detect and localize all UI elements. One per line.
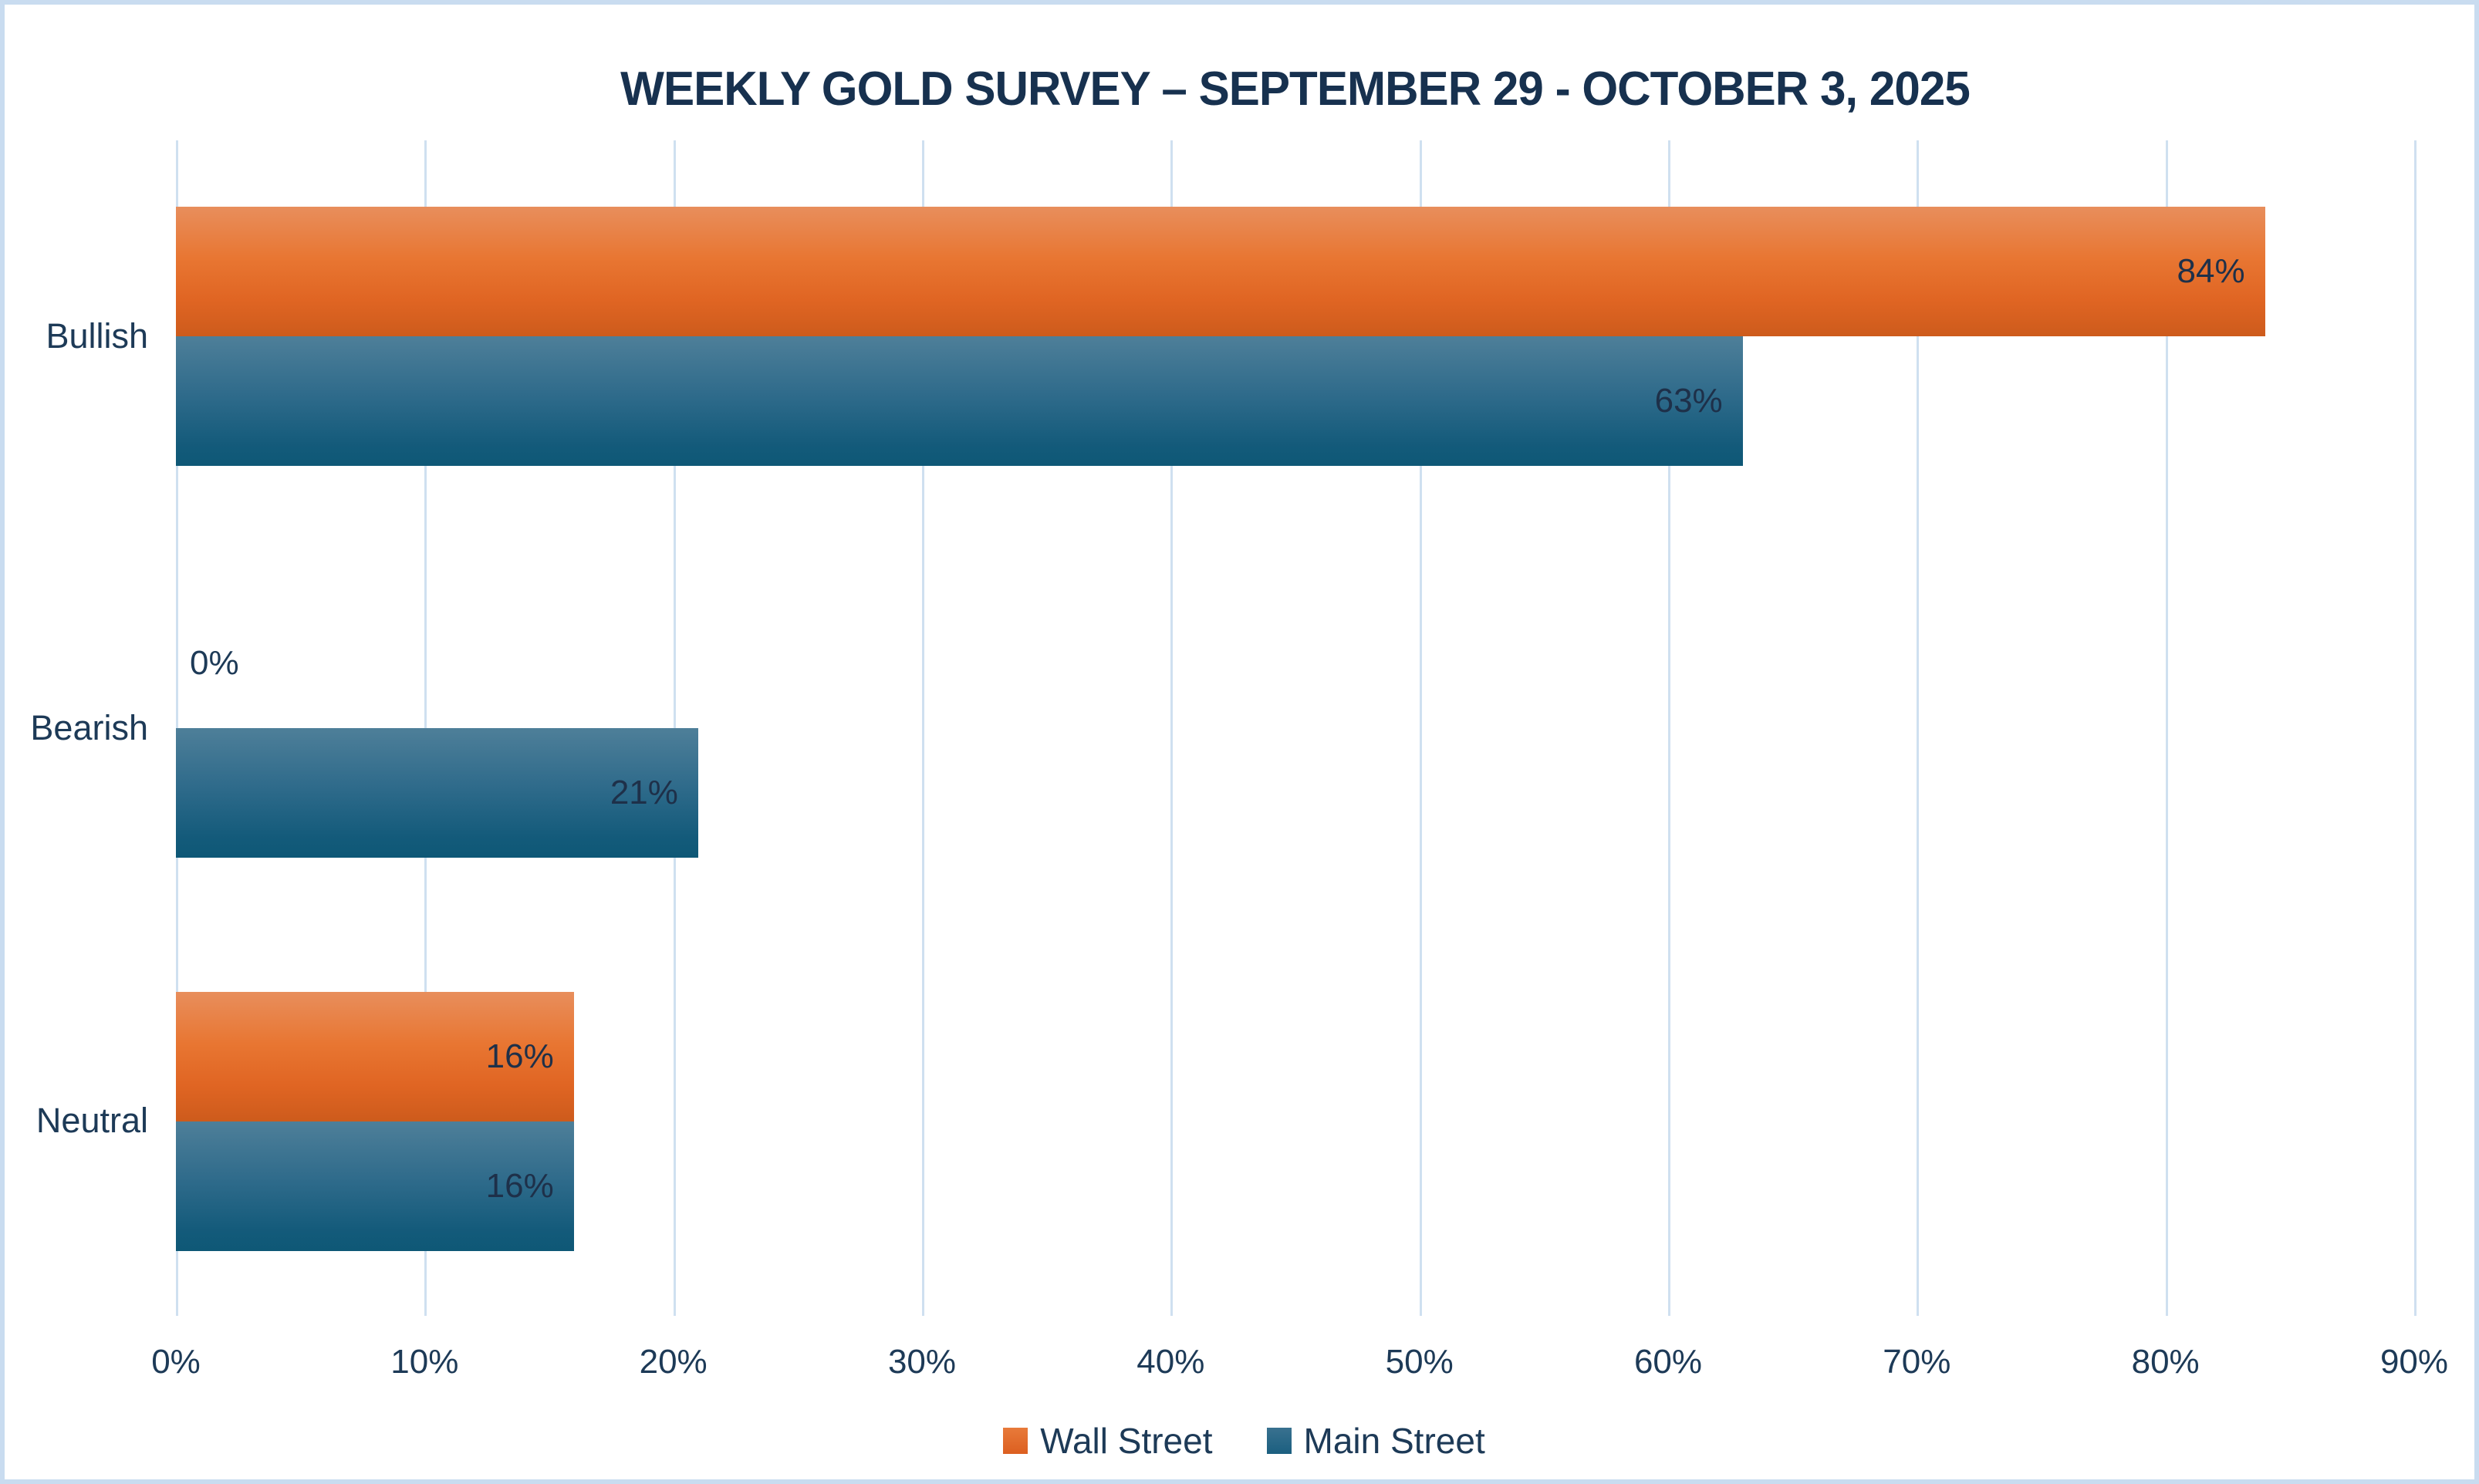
gridline <box>1170 140 1174 1316</box>
gridline <box>921 140 924 1316</box>
bar-label: 84% <box>2177 252 2245 290</box>
x-axis-tick-label: 30% <box>887 1343 957 1381</box>
gridline <box>1917 140 1920 1316</box>
gridline <box>2165 140 2168 1316</box>
x-axis-tick-label: 70% <box>1883 1343 1951 1381</box>
bar-neutral-wall-street: 16% <box>176 992 574 1121</box>
legend-item-wall-street: Wall Street <box>1003 1420 1213 1462</box>
x-axis-tick-label: 60% <box>1633 1343 1703 1381</box>
bar-row-bearish-main-street: 21% <box>176 728 2414 858</box>
bar-row-bullish-wall-street: 84% <box>176 207 2414 336</box>
category-label-bearish: Bearish <box>30 708 148 747</box>
x-axis-tick-label: 50% <box>1385 1343 1454 1381</box>
bar-bearish-main-street: 21% <box>176 728 698 858</box>
bar-bullish-wall-street: 84% <box>176 207 2265 336</box>
bar-neutral-main-street: 16% <box>176 1121 574 1251</box>
bar-row-bearish-wall-street: 0% <box>176 599 2414 728</box>
x-axis-tick-label: 40% <box>1136 1343 1205 1381</box>
legend: Wall Street Main Street <box>5 1416 2474 1465</box>
x-axis-tick-label: 0% <box>151 1343 201 1381</box>
bar-row-bullish-main-street: 63% <box>176 336 2414 466</box>
x-axis-tick-label: 10% <box>390 1343 459 1381</box>
legend-item-main-street: Main Street <box>1266 1420 1485 1462</box>
category-label-bullish: Bullish <box>46 316 148 356</box>
bar-label: 16% <box>485 1037 554 1075</box>
legend-label: Wall Street <box>1040 1421 1213 1461</box>
bar-label: 21% <box>610 774 678 811</box>
x-axis-tick-label: 90% <box>2379 1343 2449 1381</box>
category-label-neutral: Neutral <box>35 1101 148 1140</box>
bar-row-neutral-wall-street: 16% <box>176 992 2414 1121</box>
bar-label: 16% <box>485 1167 554 1205</box>
gridline <box>2414 140 2417 1316</box>
bar-row-neutral-main-street: 16% <box>176 1121 2414 1251</box>
bar-label: 0% <box>190 644 239 682</box>
gridline <box>1668 140 1670 1316</box>
gridline <box>1419 140 1422 1316</box>
plot-area: 84% 63% 0% 21% 16% 16% <box>176 140 2417 1316</box>
x-axis-tick-label: 80% <box>2131 1343 2200 1381</box>
legend-label: Main Street <box>1303 1421 1485 1461</box>
x-axis-tick-label: 20% <box>639 1343 708 1381</box>
bar-bullish-main-street: 63% <box>176 336 1743 466</box>
chart-title: WEEKLY GOLD SURVEY – SEPTEMBER 29 - OCTO… <box>620 62 1971 116</box>
main-street-swatch-icon <box>1266 1428 1292 1454</box>
x-axis: 0% 10% 20% 30% 40% 50% 60% 70% 80% 90% <box>151 1343 2448 1392</box>
wall-street-swatch-icon <box>1003 1428 1028 1454</box>
bar-label: 63% <box>1654 382 1723 420</box>
